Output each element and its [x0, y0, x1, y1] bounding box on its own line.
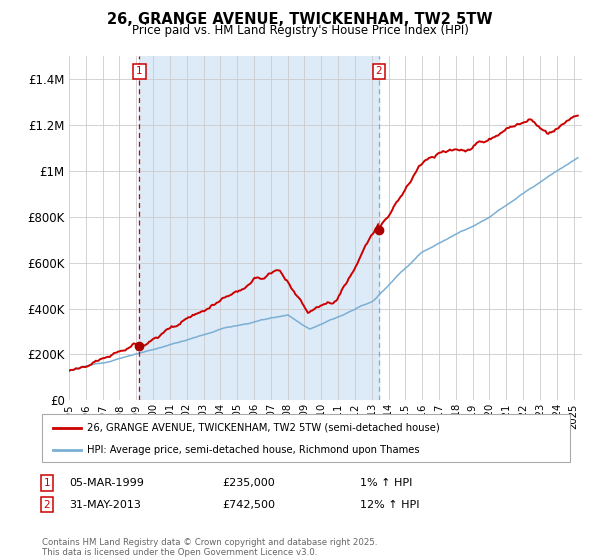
- Text: Price paid vs. HM Land Registry's House Price Index (HPI): Price paid vs. HM Land Registry's House …: [131, 24, 469, 37]
- Text: £742,500: £742,500: [222, 500, 275, 510]
- Bar: [139, 56, 379, 400]
- Text: 2: 2: [376, 67, 382, 77]
- Text: 05-MAR-1999: 05-MAR-1999: [69, 478, 144, 488]
- Text: HPI: Average price, semi-detached house, Richmond upon Thames: HPI: Average price, semi-detached house,…: [87, 445, 419, 455]
- Text: 26, GRANGE AVENUE, TWICKENHAM, TW2 5TW (semi-detached house): 26, GRANGE AVENUE, TWICKENHAM, TW2 5TW (…: [87, 423, 440, 433]
- Text: 1: 1: [136, 67, 143, 77]
- Text: Contains HM Land Registry data © Crown copyright and database right 2025.
This d: Contains HM Land Registry data © Crown c…: [42, 538, 377, 557]
- Text: 1% ↑ HPI: 1% ↑ HPI: [360, 478, 412, 488]
- Text: £235,000: £235,000: [222, 478, 275, 488]
- Text: 1: 1: [43, 478, 50, 488]
- Text: 12% ↑ HPI: 12% ↑ HPI: [360, 500, 419, 510]
- Text: 26, GRANGE AVENUE, TWICKENHAM, TW2 5TW: 26, GRANGE AVENUE, TWICKENHAM, TW2 5TW: [107, 12, 493, 27]
- Text: 2: 2: [43, 500, 50, 510]
- Text: 31-MAY-2013: 31-MAY-2013: [69, 500, 141, 510]
